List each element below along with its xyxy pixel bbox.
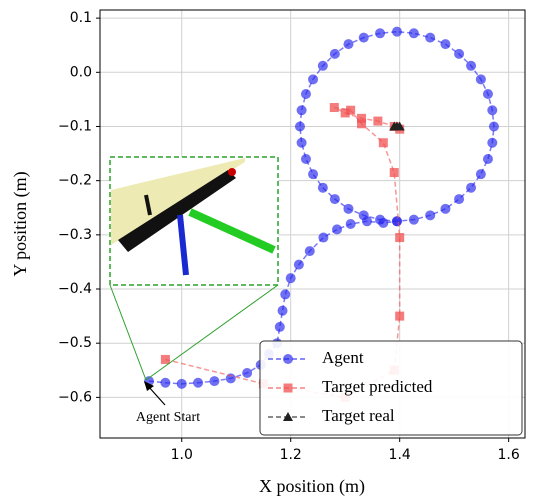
marker xyxy=(466,60,477,71)
marker xyxy=(308,74,319,85)
marker xyxy=(346,105,356,115)
x-tick-label: 1.2 xyxy=(280,447,302,463)
marker xyxy=(440,39,451,50)
inset-axis-blue xyxy=(177,214,189,276)
marker xyxy=(454,194,465,205)
marker xyxy=(425,32,436,43)
inset xyxy=(109,156,279,381)
y-tick-label: −0.5 xyxy=(58,335,92,351)
marker xyxy=(358,32,369,43)
marker xyxy=(283,354,293,364)
marker xyxy=(296,137,307,148)
marker xyxy=(332,224,343,235)
marker xyxy=(317,60,328,71)
marker xyxy=(293,259,304,270)
inset-body xyxy=(118,170,236,252)
marker xyxy=(343,39,354,50)
marker xyxy=(274,321,285,332)
series-line xyxy=(148,30,495,385)
y-tick-label: −0.1 xyxy=(58,118,92,134)
legend-label: Agent xyxy=(322,348,364,367)
marker xyxy=(283,383,293,393)
marker xyxy=(389,168,399,178)
marker xyxy=(391,216,402,227)
marker xyxy=(285,273,296,284)
marker xyxy=(488,121,499,132)
marker xyxy=(487,137,498,148)
marker xyxy=(440,203,451,214)
marker xyxy=(193,377,204,388)
marker xyxy=(300,88,311,99)
marker xyxy=(373,116,383,126)
inset-axis-green xyxy=(188,208,276,254)
y-tick-label: −0.6 xyxy=(58,389,92,405)
marker xyxy=(329,194,340,205)
legend-label: Target predicted xyxy=(322,377,433,396)
marker xyxy=(425,210,436,221)
marker xyxy=(329,103,339,113)
marker xyxy=(225,373,236,384)
marker xyxy=(475,169,486,180)
marker xyxy=(318,232,329,243)
annotation-arrow xyxy=(147,385,166,406)
legend-label: Target real xyxy=(322,406,395,425)
marker xyxy=(395,233,405,243)
marker xyxy=(394,121,405,131)
marker xyxy=(482,153,493,164)
y-tick-label: −0.4 xyxy=(58,281,92,297)
x-tick-label: 1.6 xyxy=(498,447,520,463)
marker xyxy=(176,378,187,389)
marker xyxy=(283,412,293,421)
plot-frame xyxy=(99,9,526,439)
y-axis-label: Y position (m) xyxy=(10,171,31,276)
marker xyxy=(160,354,170,364)
marker xyxy=(308,169,319,180)
x-axis-label: X position (m) xyxy=(259,476,365,497)
marker xyxy=(296,105,307,116)
marker xyxy=(242,367,253,378)
marker xyxy=(340,108,350,118)
marker xyxy=(160,377,171,388)
inset-nose xyxy=(228,168,236,176)
legend-frame xyxy=(259,340,523,436)
marker xyxy=(357,113,367,123)
marker xyxy=(277,305,288,316)
marker xyxy=(475,74,486,85)
y-tick-label: −0.2 xyxy=(58,173,92,189)
marker xyxy=(454,48,465,59)
marker xyxy=(487,105,498,116)
marker xyxy=(357,119,367,129)
annotation-arrowhead xyxy=(144,381,154,391)
marker xyxy=(304,246,315,257)
y-tick-label: 0.1 xyxy=(70,10,92,26)
x-tick-label: 1.4 xyxy=(389,447,411,463)
marker xyxy=(395,311,405,321)
marker xyxy=(345,219,356,229)
marker xyxy=(482,88,493,99)
marker xyxy=(294,121,305,132)
inset-fin xyxy=(144,194,152,216)
marker xyxy=(378,138,388,148)
x-tick-label: 1.0 xyxy=(171,447,193,463)
marker xyxy=(408,28,419,39)
marker xyxy=(375,28,386,39)
marker xyxy=(343,203,354,214)
marker xyxy=(466,182,477,193)
marker xyxy=(375,214,386,225)
marker xyxy=(358,210,369,221)
marker xyxy=(300,153,311,164)
marker xyxy=(280,289,291,300)
marker xyxy=(329,48,340,59)
marker xyxy=(391,26,402,37)
marker xyxy=(408,214,419,225)
y-tick-label: 0.0 xyxy=(70,64,92,80)
inset-connector xyxy=(109,284,147,381)
marker xyxy=(317,182,328,193)
marker xyxy=(209,376,220,387)
y-tick-label: −0.3 xyxy=(58,227,92,243)
annotation: Agent Start xyxy=(136,410,200,425)
inset-connector xyxy=(145,284,279,381)
